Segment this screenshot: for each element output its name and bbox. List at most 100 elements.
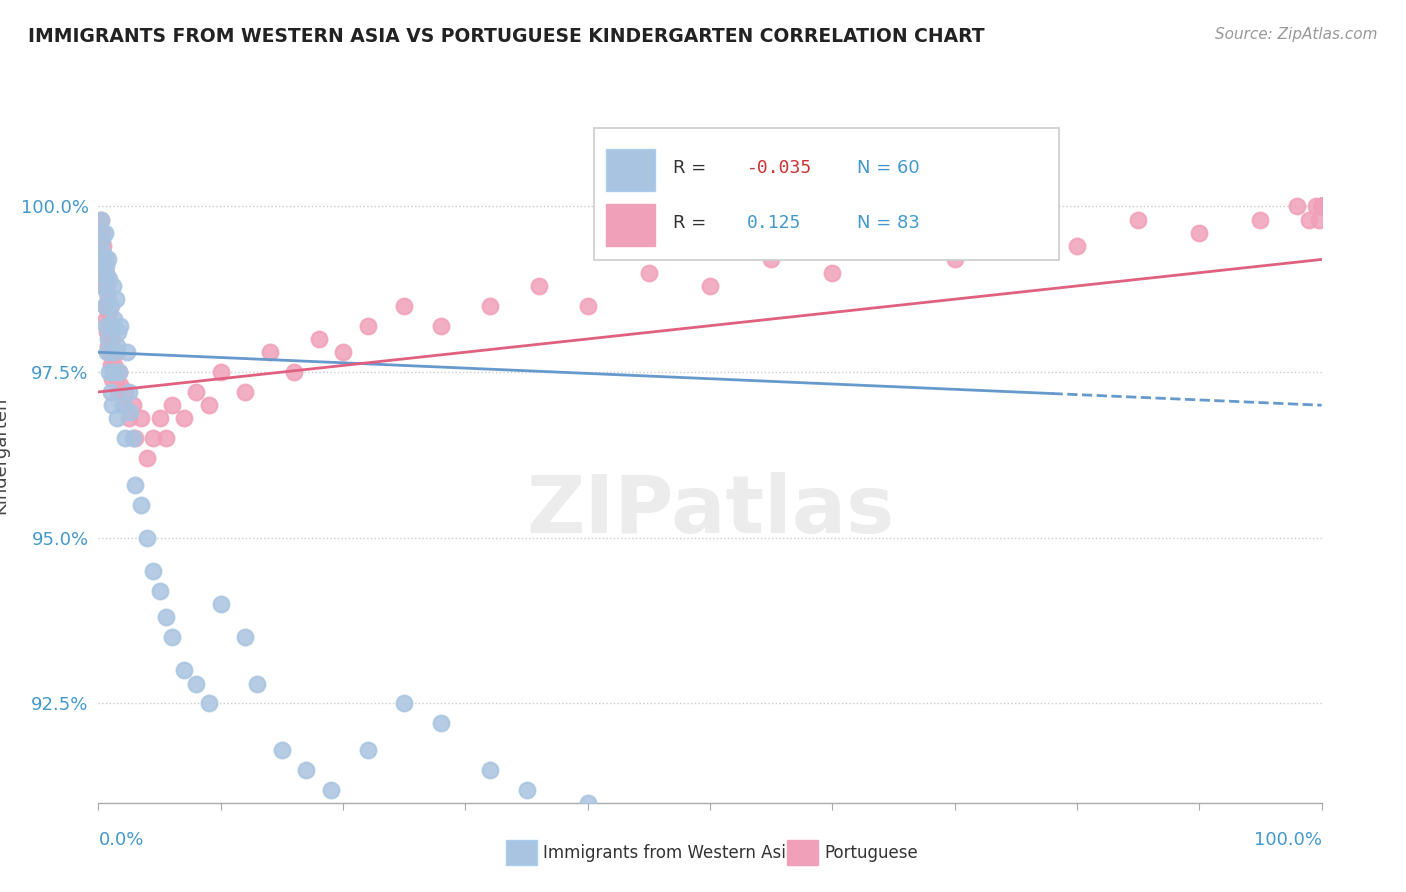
Point xyxy=(1310,199,1333,213)
Point xyxy=(142,431,165,445)
Point xyxy=(93,226,115,240)
Point xyxy=(197,697,219,711)
Point xyxy=(98,305,121,319)
Point xyxy=(356,743,378,757)
Point xyxy=(105,338,128,352)
Point xyxy=(233,630,256,644)
Point xyxy=(209,365,232,379)
Point xyxy=(103,359,125,373)
Point xyxy=(142,564,165,578)
Point xyxy=(120,405,142,419)
Y-axis label: Kindergarten: Kindergarten xyxy=(0,396,10,514)
Point xyxy=(104,292,127,306)
Point xyxy=(1310,199,1333,213)
Point xyxy=(186,676,208,690)
Point xyxy=(155,431,177,445)
Point xyxy=(478,763,501,777)
Point xyxy=(97,332,120,346)
Point xyxy=(96,326,118,340)
Point xyxy=(1310,199,1333,213)
Point xyxy=(1310,199,1333,213)
Point xyxy=(1066,239,1088,253)
Point xyxy=(100,384,122,399)
Point xyxy=(197,398,219,412)
Point xyxy=(1310,199,1333,213)
Point xyxy=(319,782,342,797)
Point xyxy=(1128,212,1150,227)
Point xyxy=(91,233,114,247)
Point xyxy=(124,477,146,491)
Point xyxy=(209,597,232,611)
Point xyxy=(1305,199,1327,213)
Point xyxy=(101,365,124,379)
Point xyxy=(118,384,141,399)
Point xyxy=(96,279,118,293)
Text: 0.0%: 0.0% xyxy=(98,830,143,848)
Point xyxy=(121,431,143,445)
Text: N = 83: N = 83 xyxy=(856,214,920,232)
Point xyxy=(1004,226,1026,240)
Point xyxy=(101,279,124,293)
Point xyxy=(1188,226,1211,240)
Point xyxy=(332,345,354,359)
Point xyxy=(1308,212,1330,227)
Point xyxy=(129,498,152,512)
Point xyxy=(89,233,111,247)
Point xyxy=(699,279,721,293)
Point xyxy=(110,378,132,392)
Point xyxy=(1310,199,1333,213)
Point xyxy=(527,279,550,293)
Point xyxy=(90,212,112,227)
Point xyxy=(516,782,538,797)
Point xyxy=(246,676,269,690)
Point xyxy=(100,299,122,313)
Point xyxy=(392,299,416,313)
Point xyxy=(699,829,721,843)
Point xyxy=(173,663,195,677)
Point xyxy=(93,266,115,280)
Point xyxy=(600,809,623,823)
Point xyxy=(114,431,136,445)
Point xyxy=(101,332,124,346)
Point xyxy=(356,318,378,333)
Point xyxy=(91,279,114,293)
Point xyxy=(97,338,120,352)
Point xyxy=(308,332,330,346)
Point xyxy=(90,212,112,227)
Point xyxy=(149,411,172,425)
Point xyxy=(94,318,117,333)
Point xyxy=(97,292,120,306)
Point xyxy=(91,239,114,253)
Point xyxy=(1310,199,1333,213)
Point xyxy=(103,312,125,326)
Point xyxy=(108,365,131,379)
Point xyxy=(91,226,114,240)
Point xyxy=(93,299,115,313)
Point xyxy=(98,345,121,359)
Text: ZIPatlas: ZIPatlas xyxy=(526,472,894,549)
Point xyxy=(97,252,120,267)
FancyBboxPatch shape xyxy=(593,128,1059,260)
Point xyxy=(115,345,138,359)
Point xyxy=(173,411,195,425)
Point xyxy=(149,583,172,598)
Point xyxy=(94,266,117,280)
Point xyxy=(883,233,905,247)
Point xyxy=(105,411,128,425)
Point xyxy=(91,279,114,293)
Point xyxy=(96,285,118,300)
Point xyxy=(1310,199,1333,213)
Text: 100.0%: 100.0% xyxy=(1254,830,1322,848)
Point xyxy=(107,384,129,399)
Point xyxy=(108,365,131,379)
Point xyxy=(1310,199,1333,213)
Point xyxy=(430,716,453,731)
Point xyxy=(1310,199,1333,213)
Point xyxy=(111,398,134,412)
Point xyxy=(94,312,117,326)
Point xyxy=(1310,199,1333,213)
Point xyxy=(104,372,127,386)
Point xyxy=(96,345,118,359)
Point xyxy=(160,630,183,644)
FancyBboxPatch shape xyxy=(606,204,655,246)
